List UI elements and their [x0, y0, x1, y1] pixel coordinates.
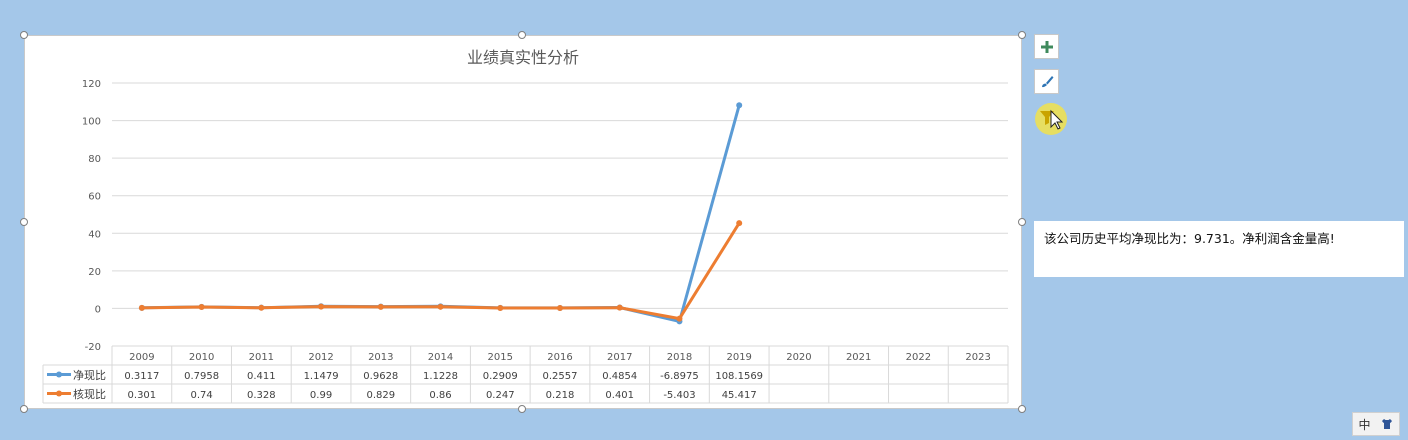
data-table-value: -5.403: [663, 390, 695, 401]
data-table-value: 1.1479: [304, 371, 339, 382]
ime-toolbar[interactable]: 中: [1352, 412, 1400, 436]
legend-label: 净现比: [73, 368, 106, 382]
data-table-value: 0.4854: [602, 371, 637, 382]
data-table-value: 45.417: [722, 390, 757, 401]
data-table-value: 0.9628: [363, 371, 398, 382]
x-tick-label: 2023: [965, 352, 990, 363]
x-tick-label: 2009: [129, 352, 154, 363]
data-point: [377, 303, 384, 310]
y-tick-label: 100: [82, 117, 101, 128]
data-table-value: 0.2909: [483, 371, 518, 382]
x-tick-label: 2011: [249, 352, 274, 363]
resize-handle[interactable]: [20, 218, 28, 226]
data-point: [258, 304, 265, 311]
y-tick-label: 40: [88, 229, 101, 240]
analysis-comment: 该公司历史平均净现比为：9.731。净利润含金量高!: [1034, 221, 1404, 277]
plus-icon: [1040, 40, 1053, 53]
data-table-value: 0.2557: [543, 371, 578, 382]
data-table-value: 0.218: [546, 390, 575, 401]
y-tick-label: 20: [88, 267, 101, 278]
data-point: [616, 304, 623, 311]
data-table-value: 0.301: [128, 390, 157, 401]
resize-handle[interactable]: [1018, 31, 1026, 39]
chart-styles-button[interactable]: [1034, 69, 1059, 94]
data-point: [676, 315, 683, 322]
chart-filters-button[interactable]: [1034, 103, 1067, 135]
resize-handle[interactable]: [20, 31, 28, 39]
y-tick-label: 80: [88, 154, 101, 165]
brush-icon: [1041, 75, 1053, 87]
resize-handle[interactable]: [518, 31, 526, 39]
chart-frame[interactable]: 业绩真实性分析 -20 0 20 40 60 80 100 120 2009 2010 2011 201…: [24, 35, 1022, 409]
resize-handle[interactable]: [1018, 405, 1026, 413]
resize-handle[interactable]: [20, 405, 28, 413]
data-table-value: 0.247: [486, 390, 515, 401]
x-tick-label: 2021: [846, 352, 871, 363]
y-tick-label: 120: [82, 79, 101, 90]
data-point: [138, 304, 145, 311]
x-tick-label: 2020: [786, 352, 811, 363]
data-table-value: 108.1569: [715, 371, 763, 382]
resize-handle[interactable]: [518, 405, 526, 413]
x-tick-label: 2018: [667, 352, 692, 363]
data-table-value: 0.829: [366, 390, 395, 401]
chart-title: 业绩真实性分析: [467, 48, 579, 67]
y-tick-label: 60: [88, 192, 101, 203]
x-tick-label: 2015: [488, 352, 513, 363]
series-line: [140, 103, 741, 323]
data-table-value: 0.74: [190, 390, 212, 401]
data-table-value: 0.3117: [124, 371, 159, 382]
legend-label: 核现比: [73, 387, 106, 401]
data-point: [198, 304, 205, 311]
legend-key-marker: [56, 390, 62, 397]
data-point: [736, 102, 743, 109]
data-table-value: 0.328: [247, 390, 276, 401]
data-point: [557, 305, 563, 312]
y-tick-label: 0: [95, 304, 101, 315]
x-tick-label: 2016: [547, 352, 572, 363]
x-tick-label: 2014: [428, 352, 453, 363]
x-tick-label: 2012: [308, 352, 333, 363]
shirt-icon[interactable]: [1381, 418, 1393, 430]
data-point: [497, 304, 504, 311]
data-table-value: 0.7958: [184, 371, 219, 382]
x-tick-label: 2013: [368, 352, 393, 363]
legend-key-marker: [56, 371, 62, 378]
resize-handle[interactable]: [1018, 218, 1026, 226]
data-table-value: 1.1228: [423, 371, 458, 382]
x-tick-label: 2010: [189, 352, 214, 363]
line-chart: 业绩真实性分析 -20 0 20 40 60 80 100 120 2009 2010 2011 201…: [42, 48, 1009, 404]
filter-icon: [1035, 103, 1067, 135]
ime-language[interactable]: 中: [1358, 417, 1371, 432]
data-table-value: 0.401: [605, 390, 634, 401]
data-point: [318, 303, 325, 310]
data-point: [437, 303, 444, 310]
chart-elements-button[interactable]: [1034, 34, 1059, 59]
x-tick-label: 2022: [906, 352, 931, 363]
data-table-value: 0.411: [247, 371, 276, 382]
y-tick-label: -20: [85, 342, 101, 353]
data-point: [736, 220, 743, 227]
data-table-value: -6.8975: [660, 371, 699, 382]
x-tick-label: 2019: [726, 352, 751, 363]
data-table-value: 0.99: [310, 390, 332, 401]
data-table-value: 0.86: [429, 390, 451, 401]
x-tick-label: 2017: [607, 352, 632, 363]
